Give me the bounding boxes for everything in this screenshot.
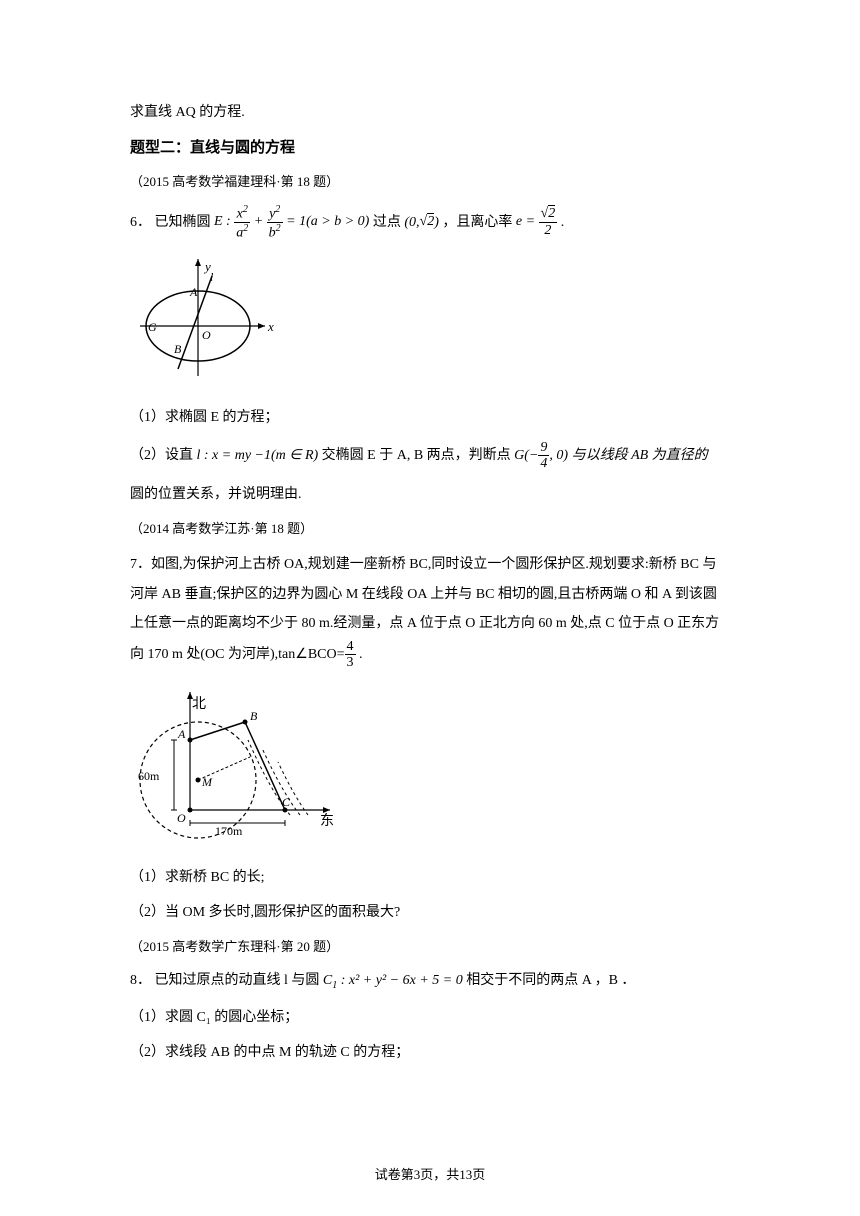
q7-number: 7． xyxy=(130,557,151,572)
q7-part2: （2）当 OM 多长时,圆形保护区的面积最大? xyxy=(130,900,730,925)
q6-ellipse-eq: E : x2a2 + y2b2 = 1(a > b > 0) xyxy=(214,214,373,229)
svg-text:C: C xyxy=(282,795,291,809)
svg-text:60m: 60m xyxy=(138,769,160,783)
q6-ecc: e = 22 xyxy=(516,214,561,229)
q7-source: （2014 高考数学江苏·第 18 题） xyxy=(130,517,730,540)
intro-line: 求直线 AQ 的方程. xyxy=(130,100,730,125)
svg-text:东: 东 xyxy=(320,813,334,829)
svg-text:l: l xyxy=(210,270,214,284)
q8-circle-eq: C1 : x² + y² − 6x + 5 = 0 xyxy=(323,973,466,988)
q6-source: （2015 高考数学福建理科·第 18 题） xyxy=(130,170,730,193)
q8-part1: （1）求圆 C₁ 的圆心坐标； xyxy=(130,1005,730,1030)
bridge-diagram-icon: 北 东 A B M O C 60m 170m xyxy=(130,680,340,840)
svg-text:O: O xyxy=(177,811,186,825)
svg-text:M: M xyxy=(201,775,213,789)
ellipse-diagram-icon: y x l A B G O xyxy=(130,251,280,381)
q6-number: 6． xyxy=(130,214,151,229)
q7-part1: （1）求新桥 BC 的长; xyxy=(130,865,730,890)
svg-text:x: x xyxy=(267,319,274,334)
svg-text:A: A xyxy=(189,285,198,299)
intro-text: 求直线 AQ 的方程. xyxy=(130,105,245,120)
q8-part2: （2）求线段 AB 的中点 M 的轨迹 C 的方程； xyxy=(130,1040,730,1065)
q7-body: 7．如图,为保护河上古桥 OA,规划建一座新桥 BC,同时设立一个圆形保护区.规… xyxy=(130,550,730,670)
svg-text:O: O xyxy=(202,328,211,342)
q7-tan-frac: 43 xyxy=(345,639,356,671)
q6-line-eq: l : x = my −1(m ∈ R) xyxy=(197,448,319,463)
svg-text:G: G xyxy=(148,320,157,334)
svg-text:B: B xyxy=(174,342,182,356)
section-2-title: 题型二：直线与圆的方程 xyxy=(130,135,730,162)
svg-text:170m: 170m xyxy=(215,824,243,838)
q6-point: (0,2) xyxy=(404,214,439,229)
svg-text:B: B xyxy=(250,709,258,723)
q6-part1: （1）求椭圆 E 的方程； xyxy=(130,405,730,430)
q8-source: （2015 高考数学广东理科·第 20 题） xyxy=(130,935,730,958)
q6-figure: y x l A B G O xyxy=(130,251,730,390)
q7-figure: 北 东 A B M O C 60m 170m xyxy=(130,680,730,849)
svg-text:北: 北 xyxy=(192,696,206,712)
q6-part2: （2）设直 l : x = my −1(m ∈ R) 交椭圆 E 于 A, B … xyxy=(130,440,730,472)
q6-part2-cont: 圆的位置关系，并说明理由. xyxy=(130,482,730,507)
q8-number: 8． xyxy=(130,973,151,988)
q6-stem: 6． 已知椭圆 E : x2a2 + y2b2 = 1(a > b > 0) 过… xyxy=(130,204,730,241)
q8-stem: 8． 已知过原点的动直线 l 与圆 C1 : x² + y² − 6x + 5 … xyxy=(130,968,730,995)
page-footer: 试卷第3页，共13页 xyxy=(0,1163,860,1186)
svg-text:A: A xyxy=(177,727,186,741)
q6-point-g: G(−94, 0) 与以线段 AB 为直径的 xyxy=(514,448,708,463)
